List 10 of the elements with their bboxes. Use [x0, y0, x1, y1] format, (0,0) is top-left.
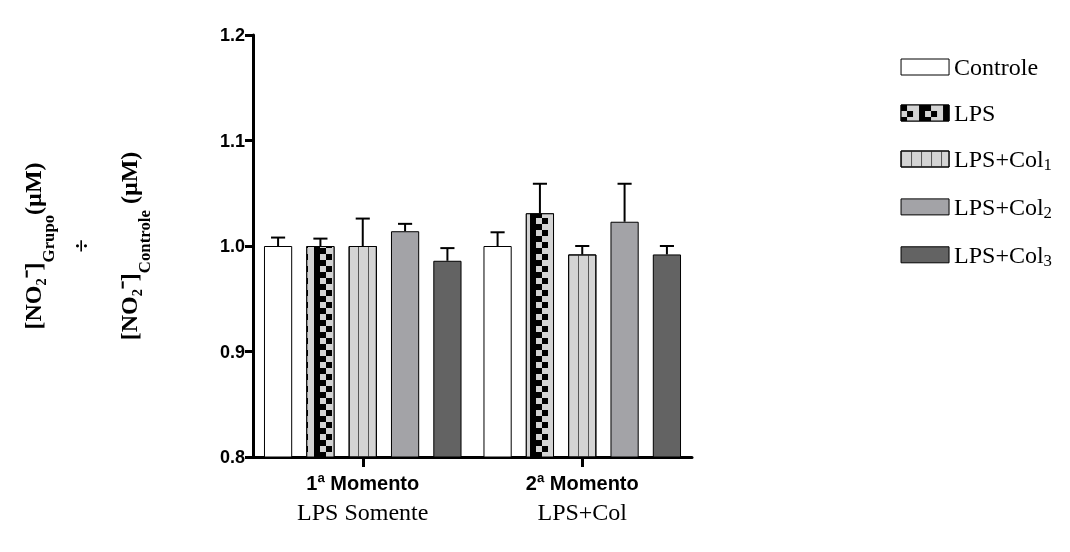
y-tick-label: 1.2: [219, 25, 245, 45]
legend-label: LPS: [954, 100, 996, 126]
y-tick-label: 1.1: [219, 130, 245, 151]
text: [NO₂⁻]Grupo(µM) ÷ [NO₂⁻]Controle (µM): [20, 151, 154, 341]
x-tick-label: 2ª Momento LPS+Col: [525, 472, 639, 525]
x-tick-label: 1ª Momento LPS Somente: [297, 472, 429, 525]
y-tick-label: 0.8: [219, 447, 245, 467]
legend-label: Controle: [954, 54, 1039, 80]
y-tick-label: 0.9: [219, 341, 245, 362]
y-tick-label: 1.0: [219, 236, 245, 256]
